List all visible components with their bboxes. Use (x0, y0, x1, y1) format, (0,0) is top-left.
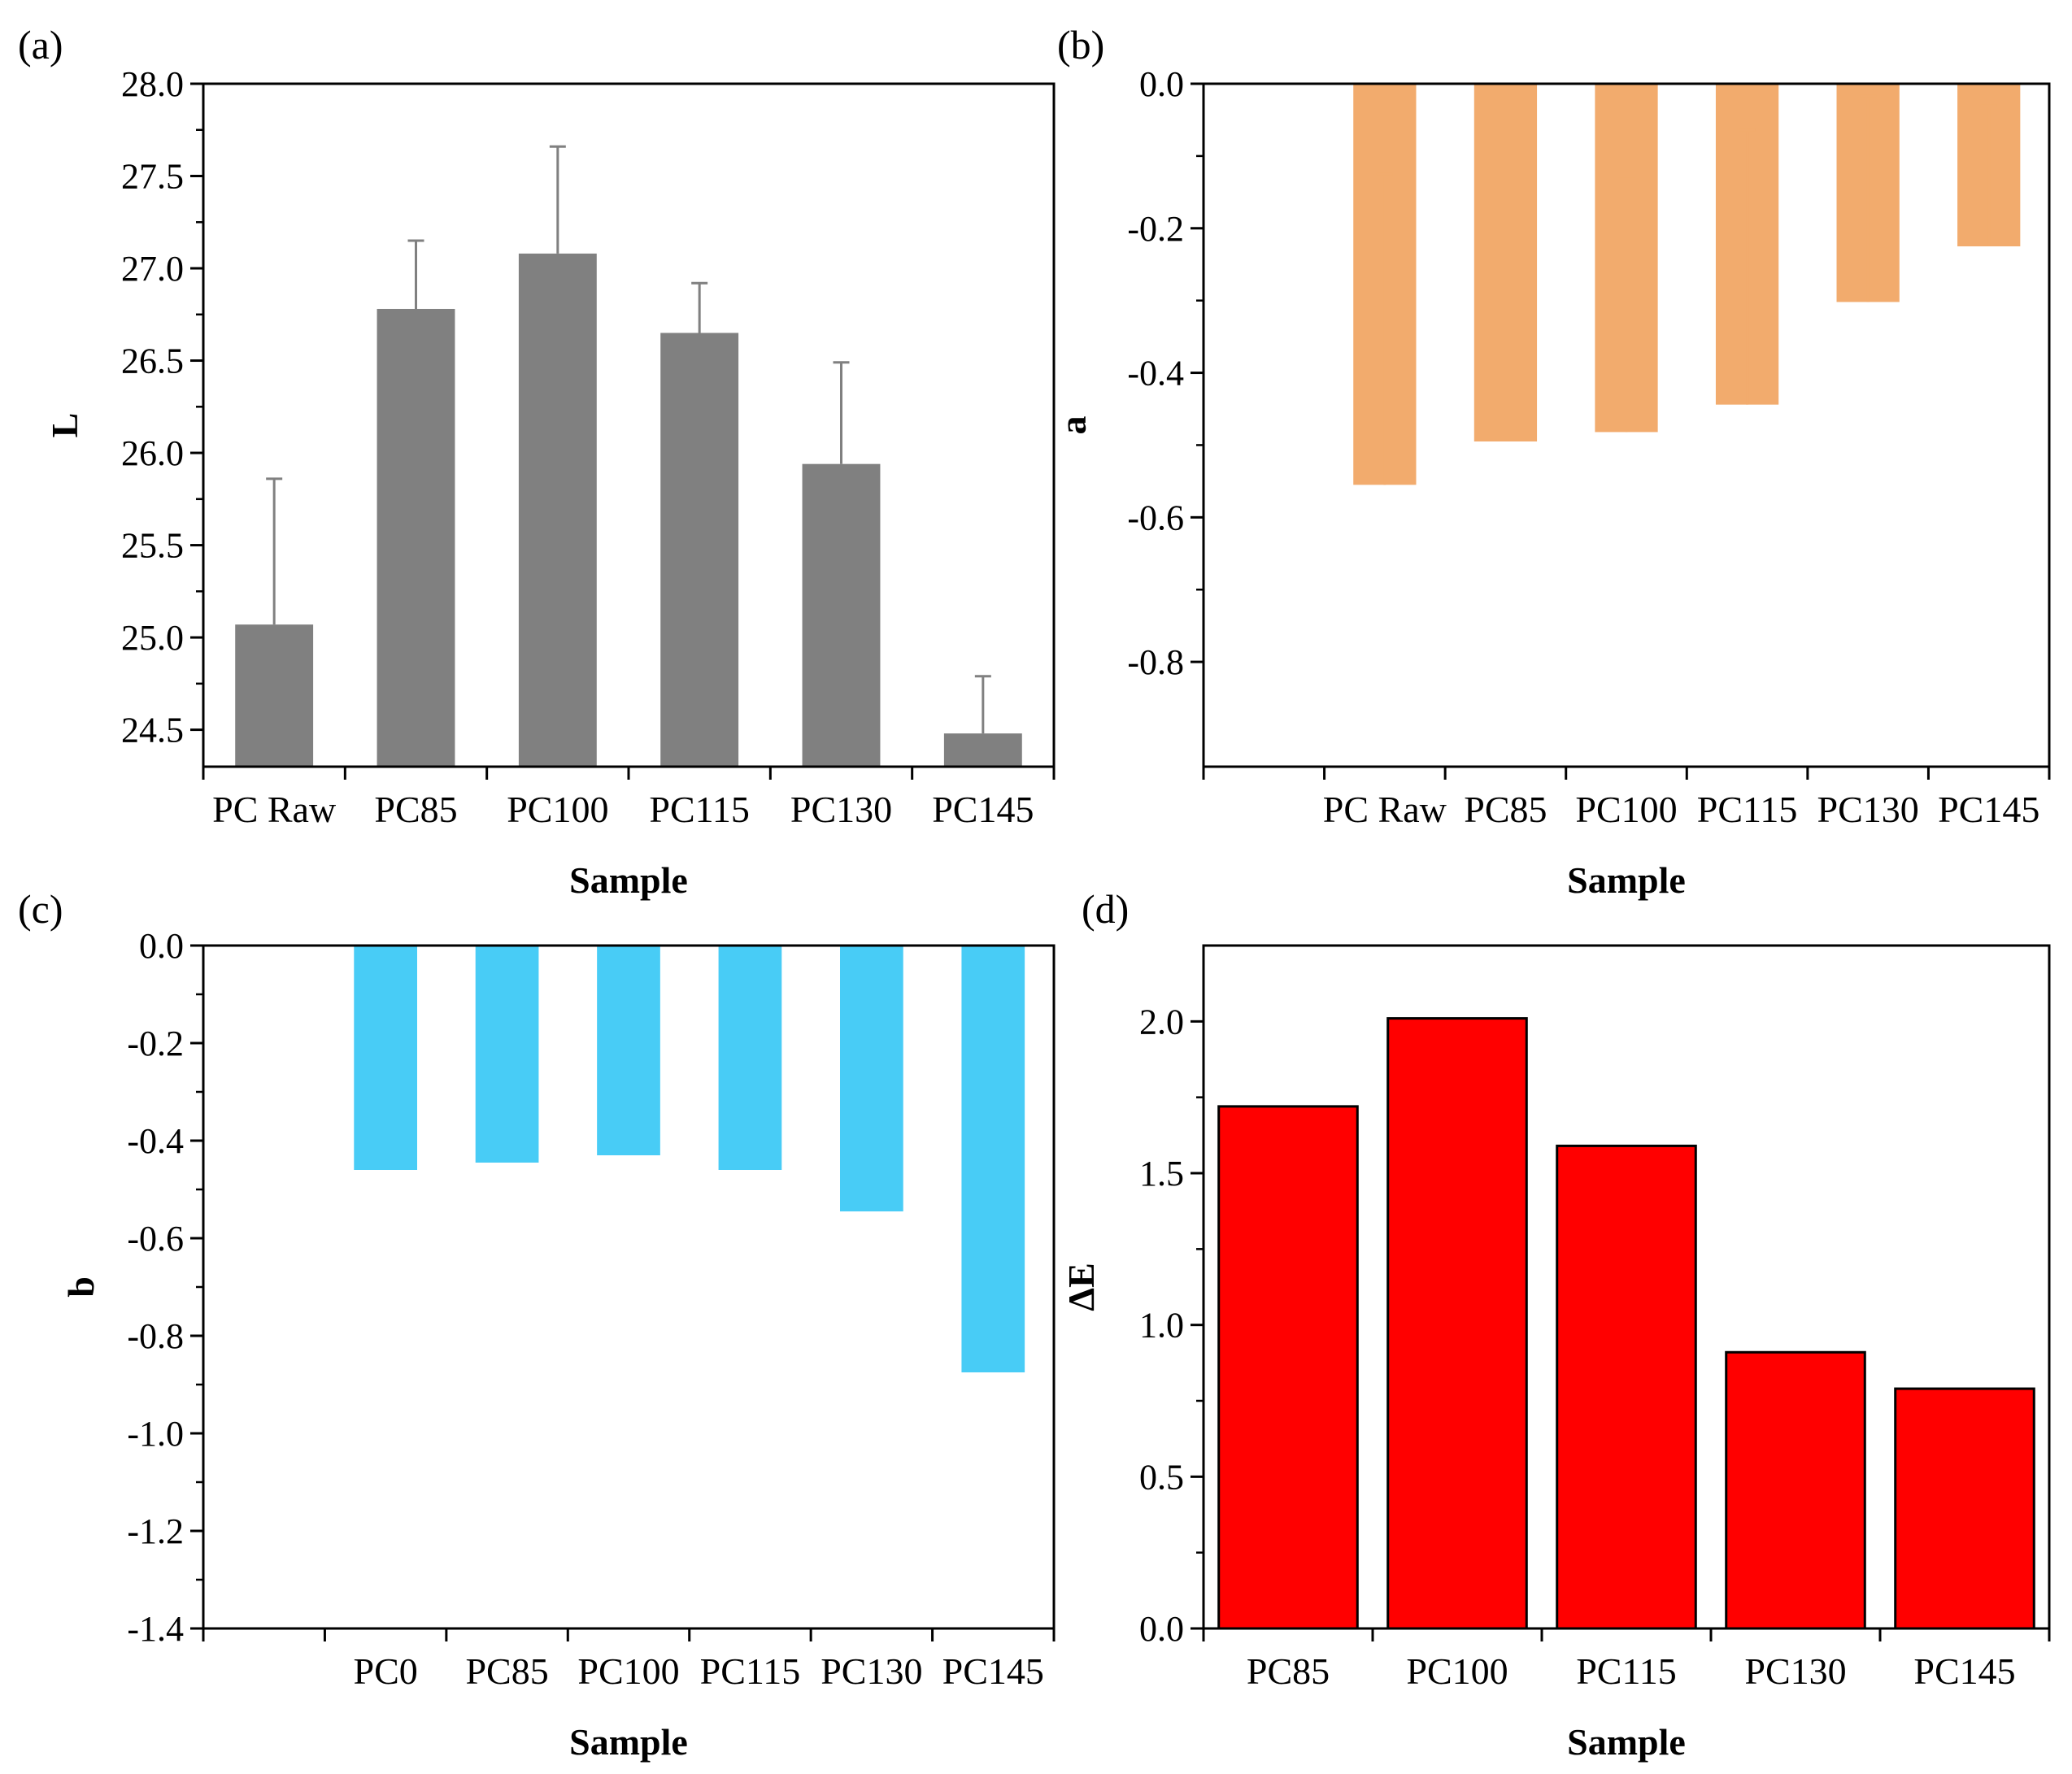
y-tick-label-c-7: 0.0 (139, 926, 184, 966)
y-axis-title-a: L (44, 413, 85, 438)
x-tick-label-b-3: PC115 (1697, 789, 1798, 830)
x-axis-title-a: Sample (569, 859, 688, 901)
y-tick-label-c-0: -1.4 (127, 1609, 184, 1649)
bar-d-0 (1217, 1105, 1359, 1630)
y-tick-label-b-2: -0.4 (1127, 354, 1184, 393)
y-tick-label-b-3: -0.2 (1127, 209, 1184, 249)
bar-d-1 (1386, 1017, 1528, 1630)
x-tick-label-c-5: PC145 (942, 1650, 1044, 1692)
bar-a-2 (518, 253, 597, 767)
y-tick-label-a-7: 28.0 (121, 64, 184, 104)
y-axis-title-c: b (60, 1276, 102, 1298)
x-tick-label-c-2: PC100 (577, 1650, 679, 1692)
x-tick-label-d-4: PC145 (1913, 1650, 2015, 1692)
x-tick-label-a-2: PC100 (507, 789, 608, 830)
bar-d-3 (1725, 1350, 1866, 1630)
bar-a-1 (377, 308, 455, 767)
y-tick-label-b-4: 0.0 (1139, 64, 1184, 104)
x-tick-label-c-4: PC130 (821, 1650, 922, 1692)
x-tick-label-b-1: PC85 (1464, 789, 1547, 830)
x-tick-label-c-3: PC115 (700, 1650, 801, 1692)
y-tick-label-d-1: 0.5 (1139, 1457, 1184, 1497)
y-tick-label-c-5: -0.4 (127, 1121, 184, 1161)
chart-panel-b: -0.8 -0.6 -0.4 -0.2 0.0 PC Raw PC85 PC100 PC115 P… (1052, 22, 2051, 901)
chart-panel-d: 0.0 0.5 1.0 1.5 2.0 PC85 PC100 PC115 PC130 PC145 S… (1060, 886, 2051, 1763)
bar-a-3 (660, 333, 739, 767)
y-tick-label-d-3: 1.5 (1139, 1154, 1184, 1194)
y-tick-label-b-1: -0.6 (1127, 498, 1184, 537)
x-axis-title-c: Sample (569, 1721, 688, 1763)
y-tick-label-d-2: 1.0 (1139, 1306, 1184, 1346)
bar-d-4 (1894, 1387, 2035, 1630)
x-tick-label-a-3: PC115 (649, 789, 750, 830)
y-tick-label-c-4: -0.6 (127, 1219, 184, 1259)
y-tick-label-a-0: 24.5 (121, 711, 184, 750)
y-axis-title-d: ΔE (1060, 1263, 1102, 1311)
panel-label-c: (c) (18, 886, 63, 932)
y-tick-label-a-1: 25.0 (121, 618, 184, 658)
panel-label-d: (d) (1082, 886, 1129, 932)
x-tick-label-a-0: PC Raw (212, 789, 337, 830)
y-tick-label-c-1: -1.2 (127, 1511, 184, 1551)
y-tick-label-d-4: 2.0 (1139, 1002, 1184, 1041)
chart-panel-a: 24.5 25.0 25.5 26.0 26.5 27.0 27.5 28.0 PC Raw PC… (18, 22, 1056, 901)
x-tick-label-c-0: PC0 (354, 1650, 418, 1692)
x-tick-label-d-1: PC100 (1406, 1650, 1508, 1692)
plot-frame-b (1202, 82, 2051, 768)
bar-a-5 (943, 733, 1022, 767)
x-tick-label-d-3: PC130 (1744, 1650, 1846, 1692)
x-tick-label-d-0: PC85 (1247, 1650, 1330, 1692)
bar-a-4 (802, 463, 881, 767)
y-tick-label-a-6: 27.5 (121, 157, 184, 197)
y-tick-label-b-0: -0.8 (1127, 642, 1184, 682)
x-tick-label-a-1: PC85 (374, 789, 457, 830)
y-tick-label-a-5: 27.0 (121, 249, 184, 289)
x-tick-label-b-5: PC145 (1938, 789, 2039, 830)
y-tick-label-a-4: 26.5 (121, 341, 184, 381)
y-tick-label-c-6: -0.2 (127, 1024, 184, 1063)
x-tick-label-d-2: PC115 (1576, 1650, 1677, 1692)
x-tick-label-a-4: PC130 (790, 789, 892, 830)
y-axis-title-b: a (1052, 416, 1094, 435)
x-tick-label-b-0: PC Raw (1323, 789, 1447, 830)
panel-label-b: (b) (1057, 22, 1104, 67)
x-tick-label-a-5: PC145 (932, 789, 1034, 830)
y-tick-label-c-3: -0.8 (127, 1316, 184, 1356)
bar-d-2 (1556, 1144, 1697, 1630)
bar-a-0 (235, 624, 314, 767)
x-tick-label-c-1: PC85 (465, 1650, 548, 1692)
x-axis-title-b: Sample (1567, 859, 1686, 901)
plot-frame-d (1202, 944, 2051, 1630)
x-axis-title-d: Sample (1567, 1721, 1686, 1763)
x-tick-label-b-4: PC130 (1817, 789, 1919, 830)
x-tick-label-b-2: PC100 (1575, 789, 1677, 830)
y-tick-label-a-3: 26.0 (121, 433, 184, 473)
y-tick-label-c-2: -1.0 (127, 1414, 184, 1454)
y-tick-label-d-0: 0.0 (1139, 1609, 1184, 1649)
y-tick-label-a-2: 25.5 (121, 526, 184, 566)
chart-panel-c: -1.4 -1.2 -1.0 -0.8 -0.6 -0.4 -0.2 0.0 PC0 PC85 PC… (18, 886, 1056, 1763)
panel-label-a: (a) (18, 22, 63, 67)
